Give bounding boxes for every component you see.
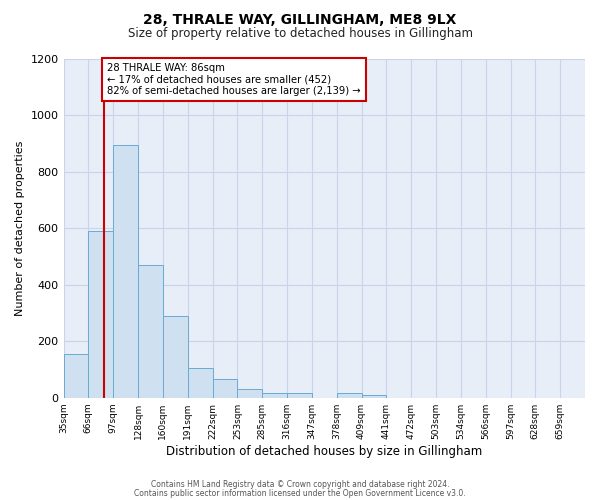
Text: Contains HM Land Registry data © Crown copyright and database right 2024.: Contains HM Land Registry data © Crown c… [151,480,449,489]
X-axis label: Distribution of detached houses by size in Gillingham: Distribution of detached houses by size … [166,444,482,458]
Bar [163,316,188,398]
Y-axis label: Number of detached properties: Number of detached properties [15,140,25,316]
Text: 28 THRALE WAY: 86sqm
← 17% of detached houses are smaller (452)
82% of semi-deta: 28 THRALE WAY: 86sqm ← 17% of detached h… [107,63,361,96]
Bar [188,368,212,398]
Bar [262,392,287,398]
Bar [238,389,262,398]
Text: Size of property relative to detached houses in Gillingham: Size of property relative to detached ho… [128,28,473,40]
Text: Contains public sector information licensed under the Open Government Licence v3: Contains public sector information licen… [134,488,466,498]
Bar [64,354,88,398]
Bar [113,145,138,398]
Bar [138,265,163,398]
Bar [362,395,386,398]
Bar [287,392,312,398]
Bar [337,394,362,398]
Bar [212,380,238,398]
Text: 28, THRALE WAY, GILLINGHAM, ME8 9LX: 28, THRALE WAY, GILLINGHAM, ME8 9LX [143,12,457,26]
Bar [88,231,113,398]
